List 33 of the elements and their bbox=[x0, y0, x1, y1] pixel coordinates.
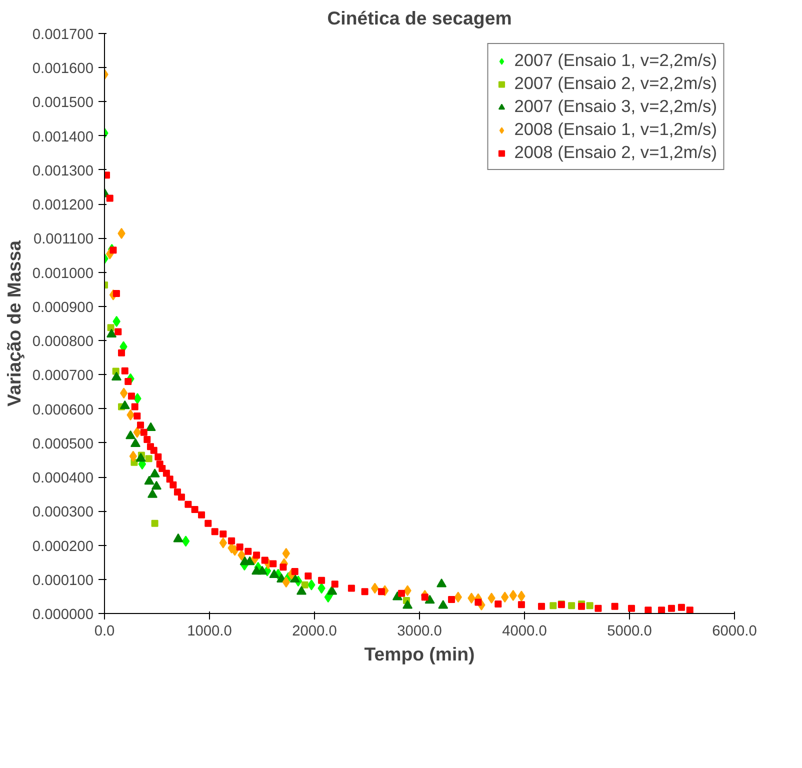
y-tick-label: 0.001300 bbox=[32, 163, 94, 180]
x-axis-title: Tempo (min) bbox=[364, 644, 475, 664]
y-tick-label: 0.001200 bbox=[32, 198, 94, 214]
legend-label: 2008 (Ensaio 2, v=1,2m/s) bbox=[514, 142, 717, 163]
y-tick-label: 0.001000 bbox=[32, 266, 94, 282]
y-tick-label: 0.001600 bbox=[32, 61, 94, 78]
y-tick-label: 0.001400 bbox=[32, 129, 94, 146]
y-axis-title: Variação de Massa bbox=[3, 240, 24, 406]
x-tick-label: 4000.0 bbox=[502, 624, 547, 640]
chart-title: Cinética de secagem bbox=[327, 8, 512, 28]
x-tick-label: 3000.0 bbox=[397, 624, 442, 640]
y-tick-label: 0.000800 bbox=[32, 334, 94, 350]
y-tick-label: 0.001700 bbox=[32, 27, 94, 43]
x-tick-label: 1000.0 bbox=[187, 624, 232, 640]
legend-label: 2008 (Ensaio 1, v=1,2m/s) bbox=[514, 119, 717, 140]
y-tick-label: 0.001500 bbox=[32, 95, 94, 112]
x-tick-label: 5000.0 bbox=[607, 624, 652, 640]
y-tick-label: 0.000400 bbox=[32, 470, 94, 487]
legend-label: 2007 (Ensaio 1, v=2,2m/s) bbox=[514, 50, 717, 71]
y-tick-label: 0.000300 bbox=[32, 504, 94, 521]
y-tick-label: 0.001100 bbox=[33, 232, 94, 248]
y-tick-label: 0.000600 bbox=[32, 402, 94, 418]
y-tick-label: 0.000700 bbox=[32, 368, 94, 384]
legend-label: 2007 (Ensaio 3, v=2,2m/s) bbox=[514, 96, 717, 117]
y-tick-label: 0.000100 bbox=[32, 572, 94, 589]
legend-label: 2007 (Ensaio 2, v=2,2m/s) bbox=[514, 73, 717, 94]
x-tick-label: 2000.0 bbox=[292, 624, 337, 640]
y-tick-label: 0.000000 bbox=[32, 607, 94, 623]
x-tick-label: 0.0 bbox=[94, 624, 115, 640]
y-tick-label: 0.000900 bbox=[32, 300, 94, 316]
x-tick-label: 6000.0 bbox=[712, 624, 757, 640]
y-tick-label: 0.000500 bbox=[32, 436, 94, 452]
y-tick-label: 0.000200 bbox=[32, 538, 94, 555]
